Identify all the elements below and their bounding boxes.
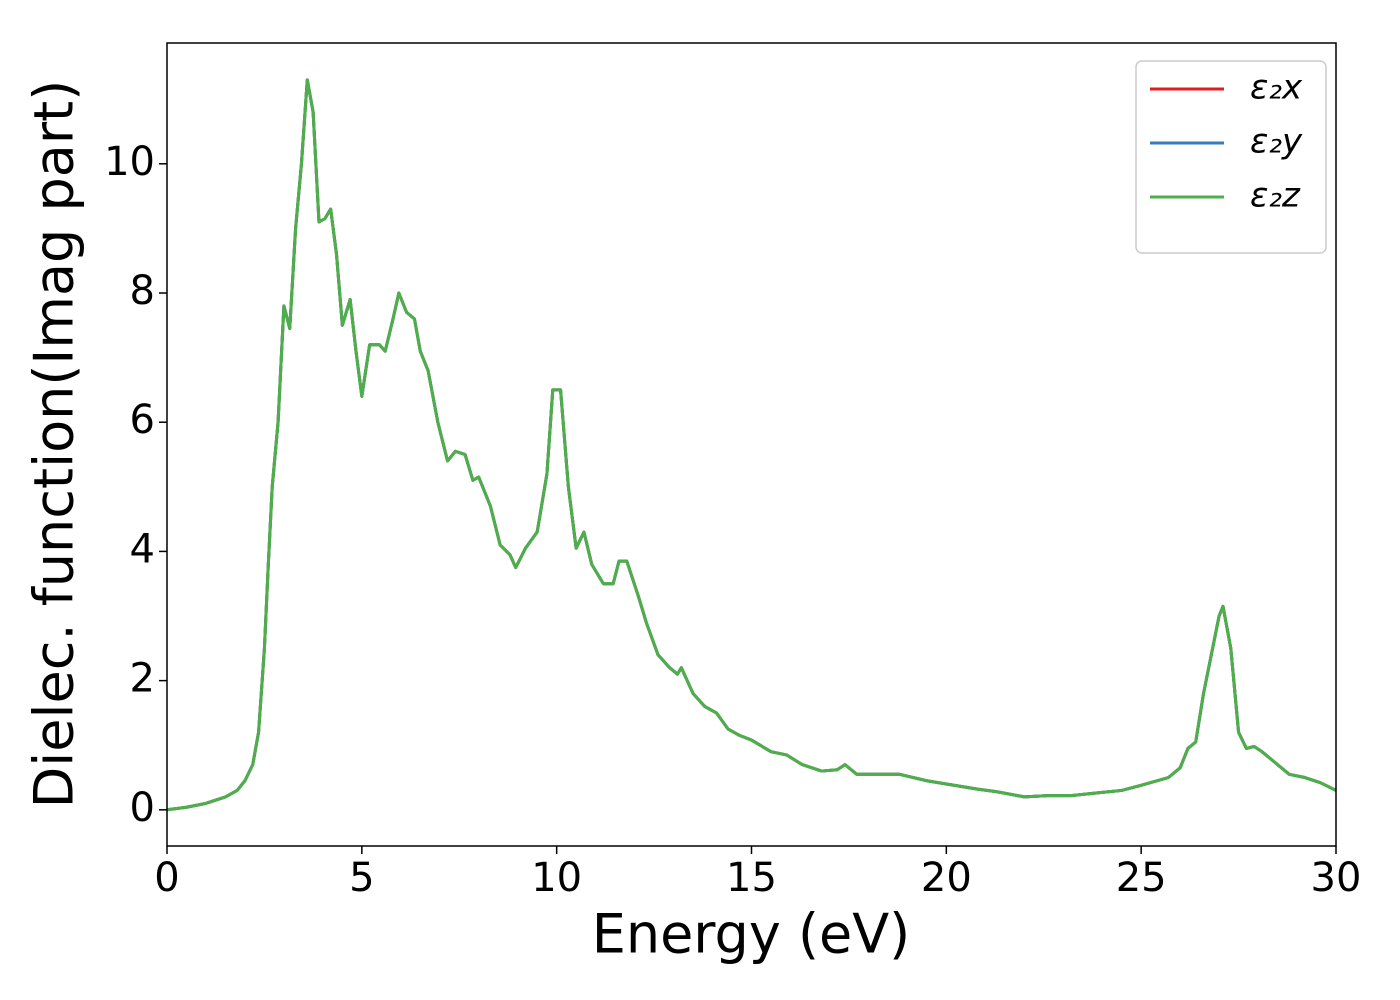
x-tick-label: 15 bbox=[726, 855, 777, 901]
legend-label: ε₂x bbox=[1250, 68, 1303, 108]
x-tick-label: 10 bbox=[531, 855, 582, 901]
x-axis-label: Energy (eV) bbox=[592, 903, 911, 966]
data-line bbox=[167, 78, 1336, 812]
y-tick-label: 2 bbox=[130, 656, 155, 702]
y-tick-label: 10 bbox=[104, 139, 155, 185]
x-tick-label: 30 bbox=[1311, 855, 1362, 901]
y-axis-label: Dielec. function(Imag part) bbox=[23, 80, 86, 809]
x-tick-label: 0 bbox=[154, 855, 179, 901]
legend-label: ε₂z bbox=[1250, 176, 1301, 216]
y-tick-label: 0 bbox=[130, 785, 155, 831]
x-tick-label: 25 bbox=[1116, 855, 1167, 901]
legend-label: ε₂y bbox=[1250, 122, 1303, 162]
y-tick-label: 8 bbox=[130, 268, 155, 314]
plot-frame bbox=[166, 42, 1337, 847]
legend-box bbox=[1135, 60, 1327, 254]
x-tick-label: 5 bbox=[349, 855, 374, 901]
y-tick-label: 6 bbox=[130, 397, 155, 443]
x-tick-label: 20 bbox=[921, 855, 972, 901]
y-tick-label: 4 bbox=[130, 526, 155, 572]
